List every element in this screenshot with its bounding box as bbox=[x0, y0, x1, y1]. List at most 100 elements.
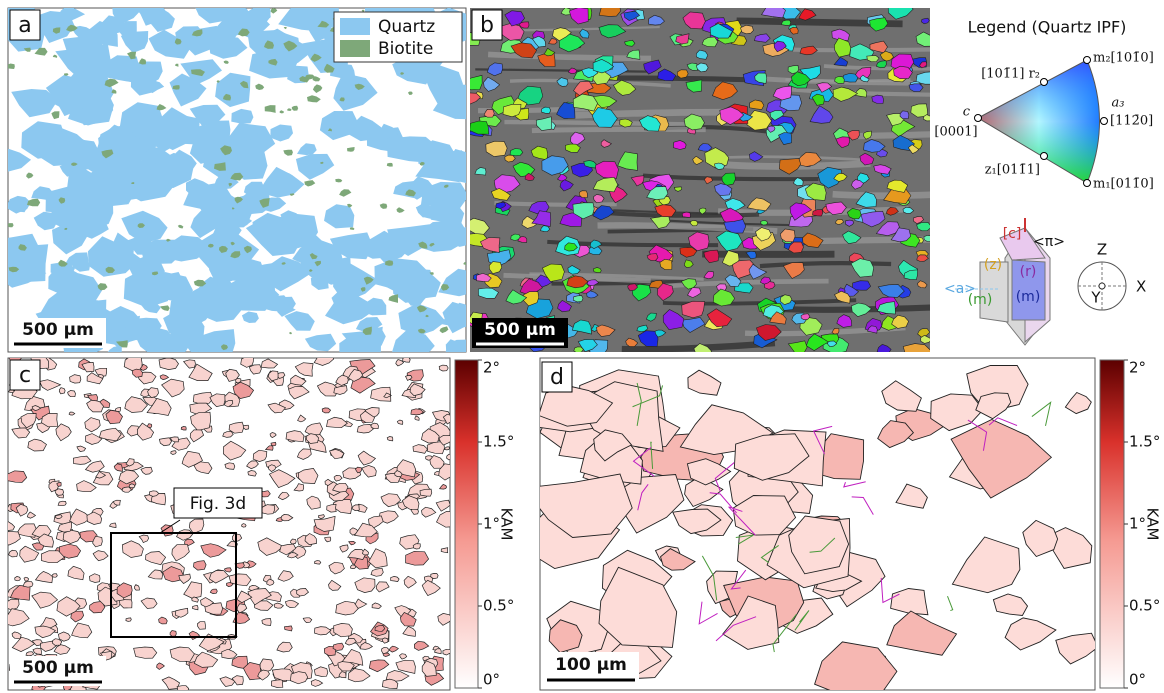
kam-grain bbox=[140, 466, 153, 475]
indexed-grain bbox=[769, 110, 785, 121]
kam-grain bbox=[371, 602, 382, 609]
kam-grain bbox=[313, 666, 329, 677]
indexed-grain bbox=[659, 258, 673, 271]
biotite-grain bbox=[116, 340, 128, 348]
indexed-grain bbox=[805, 333, 829, 351]
kam-grain bbox=[139, 363, 148, 371]
kam-grain bbox=[191, 596, 199, 603]
indexed-grain bbox=[740, 24, 754, 35]
quartz-grain bbox=[404, 330, 426, 344]
quartz-grain bbox=[106, 328, 127, 343]
biotite-grain bbox=[339, 97, 345, 102]
kam-grain bbox=[158, 358, 179, 370]
indexed-grain bbox=[517, 236, 528, 243]
biotite-grain bbox=[360, 287, 366, 292]
indexed-grain bbox=[488, 261, 503, 275]
indexed-grain bbox=[474, 167, 487, 176]
biotite-grain bbox=[52, 27, 61, 34]
indexed-grain bbox=[495, 202, 506, 209]
indexed-grain bbox=[772, 85, 792, 101]
pole-label: [0001] bbox=[934, 125, 977, 140]
kam-grain bbox=[228, 573, 252, 587]
indexed-grain bbox=[673, 186, 683, 192]
quartz-grain bbox=[8, 148, 32, 172]
kam-grain bbox=[260, 358, 279, 369]
indexed-grain bbox=[816, 82, 833, 93]
kam-grain bbox=[223, 440, 247, 461]
indexed-grain bbox=[592, 176, 619, 193]
indexed-grain bbox=[524, 172, 535, 181]
kam-grain bbox=[236, 590, 253, 604]
quartz-grain bbox=[144, 8, 175, 32]
kam-grain bbox=[269, 432, 277, 439]
kam-grain bbox=[192, 605, 199, 611]
quartz-grain bbox=[304, 333, 337, 352]
kam-grain bbox=[438, 483, 447, 490]
kam-grain bbox=[70, 610, 84, 623]
kam-grain bbox=[886, 610, 958, 656]
indexed-grain bbox=[695, 62, 709, 73]
biotite-grain bbox=[429, 272, 434, 275]
biotite-grain bbox=[289, 193, 295, 196]
quartz-grain bbox=[396, 273, 441, 300]
biotite-grain bbox=[71, 162, 78, 166]
kam-grain bbox=[51, 638, 63, 646]
indexed-grain bbox=[592, 267, 602, 273]
pole bbox=[1100, 117, 1108, 125]
indexed-grain bbox=[682, 11, 706, 30]
indexed-grain bbox=[697, 143, 713, 152]
indexed-grain bbox=[613, 79, 637, 96]
biotite-grain bbox=[291, 105, 299, 111]
biotite-grain bbox=[8, 223, 14, 228]
kam-grain bbox=[34, 570, 54, 584]
kam-grain bbox=[228, 421, 245, 434]
indexed-grain bbox=[920, 335, 930, 344]
indexed-grain bbox=[851, 302, 872, 317]
indexed-grain bbox=[919, 61, 928, 69]
biotite-grain bbox=[379, 203, 388, 209]
kam-grain bbox=[8, 598, 20, 611]
kam-grain bbox=[131, 368, 143, 378]
kam-grain bbox=[951, 536, 1021, 594]
subgrain-boundary bbox=[947, 595, 954, 612]
kam-grain bbox=[8, 549, 18, 558]
indexed-grain bbox=[703, 176, 713, 185]
indexed-grain bbox=[802, 232, 824, 248]
kam-grain bbox=[27, 438, 47, 452]
biotite-grain bbox=[26, 172, 34, 179]
indexed-grain bbox=[540, 225, 551, 232]
quartz-grain bbox=[329, 232, 373, 260]
kam-grain bbox=[37, 533, 54, 548]
kam-grain bbox=[440, 547, 449, 554]
biotite-grain bbox=[214, 162, 226, 171]
indexed-grain bbox=[573, 80, 594, 96]
biotite-grain bbox=[386, 162, 393, 167]
indexed-grain bbox=[760, 276, 772, 285]
quartz-grain bbox=[45, 74, 94, 117]
indexed-grain bbox=[811, 93, 825, 106]
biotite-grain bbox=[463, 262, 466, 266]
indexed-grain bbox=[749, 99, 765, 110]
indexed-grain bbox=[723, 219, 747, 234]
kam-grain bbox=[399, 653, 408, 660]
quartz-grain bbox=[309, 8, 340, 30]
kam-grain bbox=[306, 433, 319, 444]
indexed-grain bbox=[675, 33, 690, 45]
kam-grain bbox=[121, 486, 132, 493]
kam-grain bbox=[403, 575, 417, 589]
biotite-grain bbox=[287, 108, 292, 111]
indexed-grain bbox=[703, 249, 720, 264]
indexed-grain bbox=[556, 77, 569, 87]
indexed-grain bbox=[625, 337, 639, 347]
kam-grain bbox=[354, 577, 376, 593]
kam-grain bbox=[344, 637, 357, 646]
kam-grain bbox=[252, 449, 268, 462]
pole-label: a₃ bbox=[1112, 96, 1125, 111]
indexed-grain bbox=[571, 319, 592, 335]
indexed-grain bbox=[809, 105, 834, 124]
indexed-grain bbox=[483, 76, 501, 92]
panel-label: a bbox=[18, 13, 31, 38]
biotite-grain bbox=[243, 245, 252, 254]
biotite-grain bbox=[239, 80, 249, 89]
kam-grain bbox=[409, 383, 426, 397]
